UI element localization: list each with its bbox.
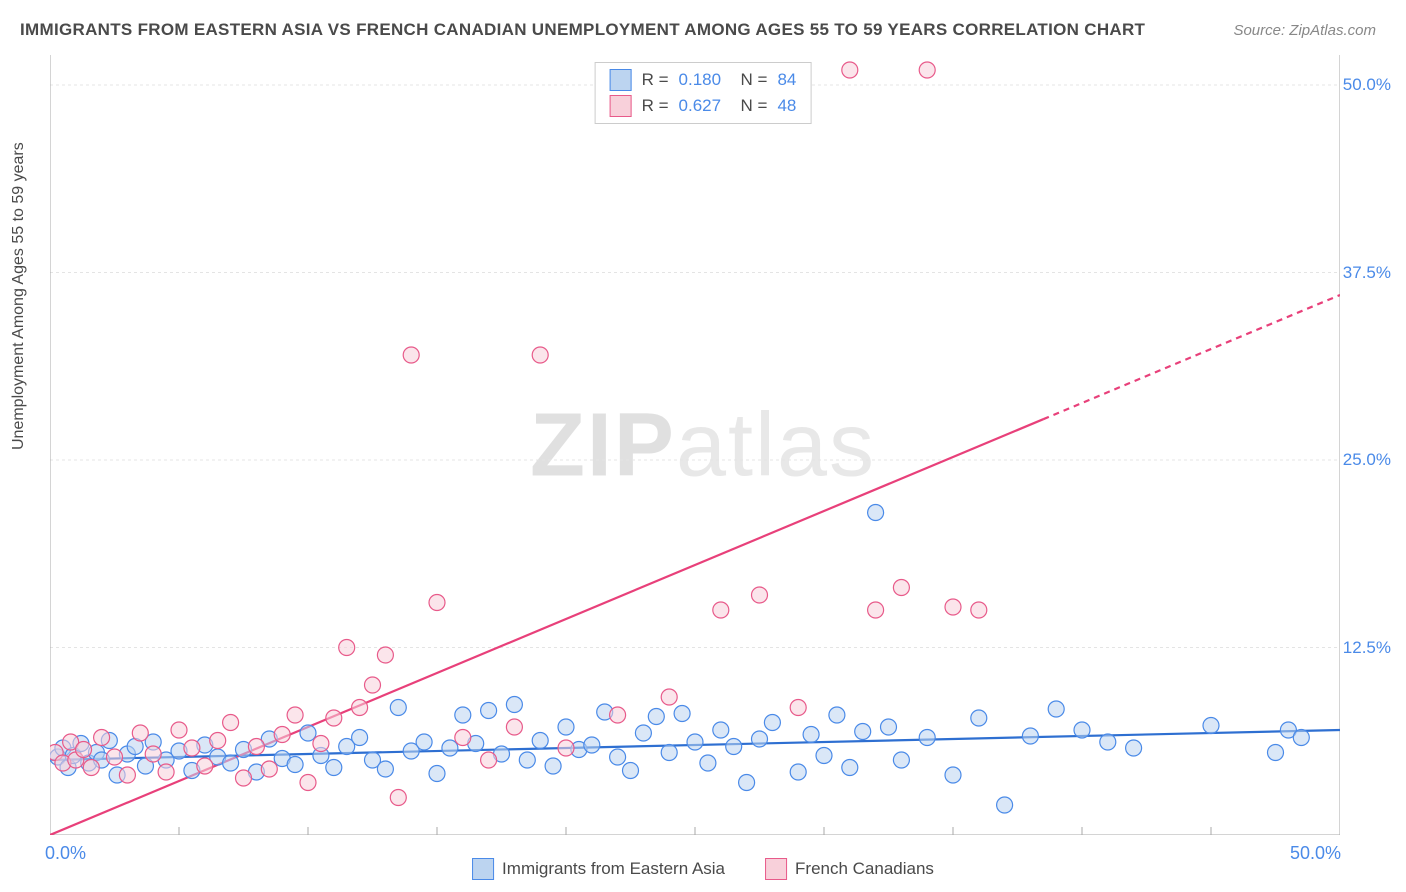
n-label: N = <box>731 96 767 116</box>
y-tick-label: 25.0% <box>1343 450 1391 470</box>
x-tick-origin: 0.0% <box>45 843 86 864</box>
series-label-pink: French Canadians <box>795 859 934 879</box>
n-value-blue: 84 <box>777 70 796 90</box>
swatch-blue <box>610 69 632 91</box>
x-tick-max: 50.0% <box>1290 843 1341 864</box>
r-label: R = <box>642 70 669 90</box>
n-value-pink: 48 <box>777 96 796 116</box>
swatch-pink <box>765 858 787 880</box>
legend-row-blue: R = 0.180 N = 84 <box>610 67 797 93</box>
legend-item-blue: Immigrants from Eastern Asia <box>472 858 725 880</box>
y-tick-label: 12.5% <box>1343 638 1391 658</box>
source-label: Source: ZipAtlas.com <box>1233 22 1376 39</box>
y-axis-label: Unemployment Among Ages 55 to 59 years <box>10 142 28 450</box>
swatch-blue <box>472 858 494 880</box>
correlation-legend: R = 0.180 N = 84 R = 0.627 N = 48 <box>595 62 812 124</box>
series-label-blue: Immigrants from Eastern Asia <box>502 859 725 879</box>
r-label: R = <box>642 96 669 116</box>
swatch-pink <box>610 95 632 117</box>
r-value-blue: 0.180 <box>679 70 722 90</box>
legend-item-pink: French Canadians <box>765 858 934 880</box>
n-label: N = <box>731 70 767 90</box>
legend-row-pink: R = 0.627 N = 48 <box>610 93 797 119</box>
r-value-pink: 0.627 <box>679 96 722 116</box>
y-tick-label: 37.5% <box>1343 263 1391 283</box>
scatter-plot <box>50 55 1340 835</box>
chart-title: IMMIGRANTS FROM EASTERN ASIA VS FRENCH C… <box>20 20 1145 40</box>
series-legend: Immigrants from Eastern Asia French Cana… <box>472 858 934 880</box>
y-tick-label: 50.0% <box>1343 75 1391 95</box>
